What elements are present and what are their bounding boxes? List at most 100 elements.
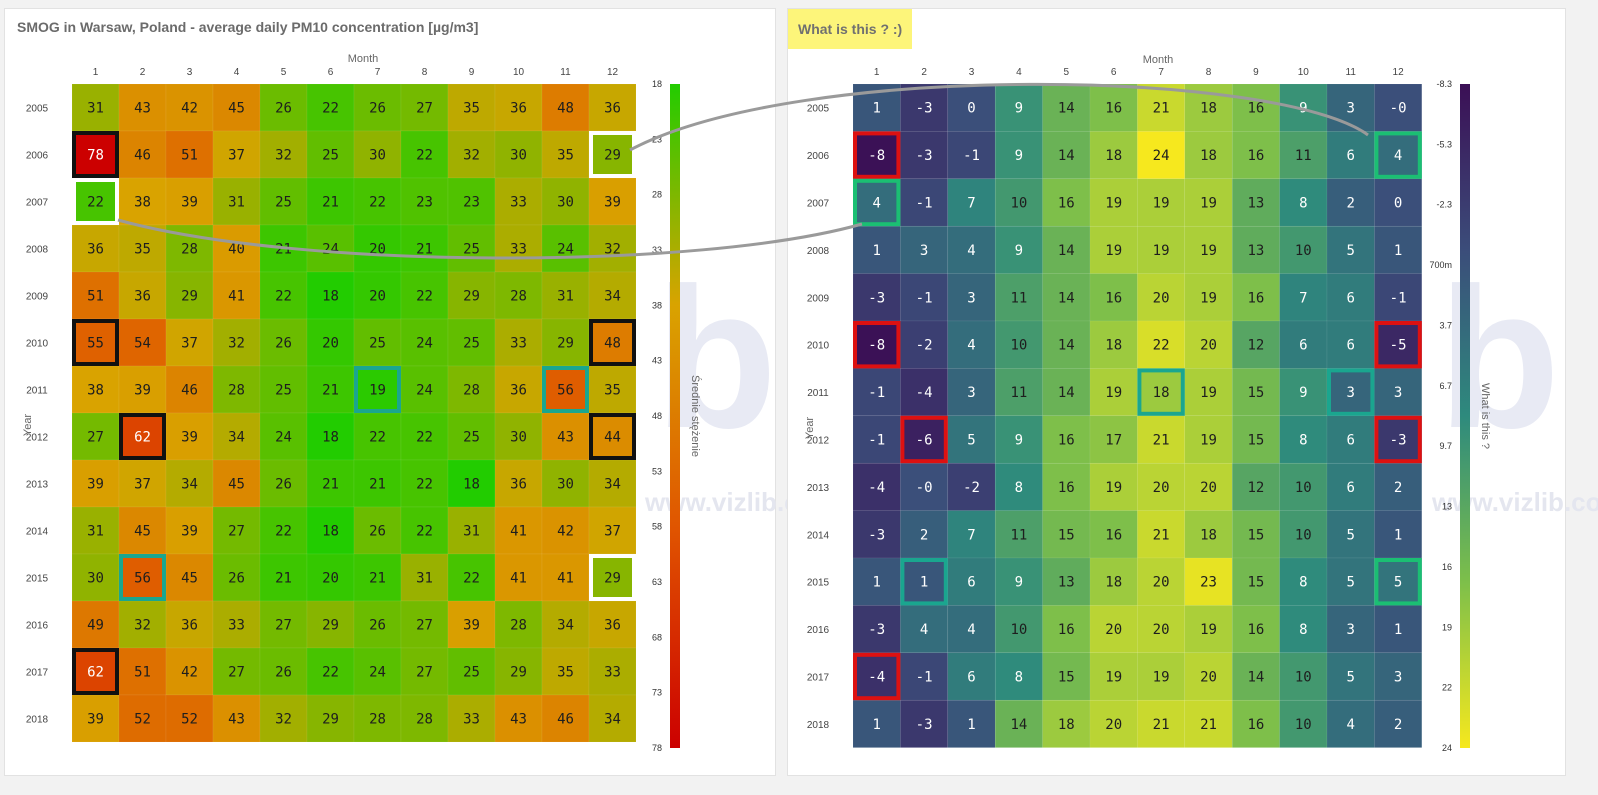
cell-value: 29 [604,571,621,587]
heatmap-cell [900,368,949,417]
cell-value: 0 [967,101,975,117]
cell-value: 25 [369,336,386,352]
heatmap-cell [71,647,120,696]
cell-value: 28 [416,712,433,728]
cell-value: 14 [1058,101,1075,117]
cell-value: 23 [463,195,480,211]
heatmap-cell [1137,699,1186,748]
cell-value: 19 [1200,243,1217,259]
cell-value: -4 [868,670,885,686]
cell-value: 24 [369,665,386,681]
heatmap-cell [494,318,543,367]
cell-value: 31 [416,571,433,587]
month-tick: 6 [1111,67,1117,78]
heatmap-cell [1137,462,1186,511]
heatmap-cell [447,224,496,273]
heatmap-cell [947,652,996,701]
heatmap-cell [494,694,543,743]
heatmap-cell [900,605,949,654]
cell-value: 1 [872,101,880,117]
cell-value: 2 [1394,480,1402,496]
heatmap-cell [994,415,1043,464]
cell-value: 19 [1200,196,1217,212]
connector-arc-top [629,82,1369,152]
legend-tick: 48 [652,411,662,421]
cell-value: 7 [967,527,975,543]
cell-value: 4 [1394,148,1402,164]
highlight-box [589,319,636,366]
heatmap-cell [212,130,261,179]
cell-value: 27 [275,618,292,634]
year-tick: 2014 [26,527,49,538]
cell-value: 16 [1247,148,1264,164]
cell-value: 21 [275,571,292,587]
month-tick: 4 [234,67,240,78]
year-tick: 2008 [807,246,830,257]
cell-value: 31 [87,101,104,117]
heatmap-cell [353,224,402,273]
cell-value: 24 [416,336,433,352]
cell-value: 20 [1153,290,1170,306]
heatmap-cell [1137,415,1186,464]
cell-value: 27 [228,524,245,540]
cell-value: 22 [322,665,339,681]
cell-value: 8 [1299,196,1307,212]
heatmap-cell [1374,462,1423,511]
heatmap-cell [306,130,355,179]
cell-value: 16 [1247,290,1264,306]
cell-value: 41 [557,571,574,587]
cell-value: 18 [1105,575,1122,591]
heatmap-cell [541,224,590,273]
cell-value: 40 [228,242,245,258]
heatmap-cell [1042,699,1091,748]
cell-value: 25 [463,665,480,681]
cell-value: 22 [416,148,433,164]
cell-value: 21 [1200,717,1217,733]
cell-value: 39 [181,524,198,540]
cell-value: 1 [967,717,975,733]
cell-value: 18 [322,524,339,540]
legend-tick: 28 [652,190,662,200]
heatmap-cell [1184,225,1233,274]
cell-value: -3 [868,290,885,306]
heatmap-cell [400,177,449,226]
cell-value: 26 [275,477,292,493]
heatmap-cell [212,318,261,367]
heatmap-cell [353,83,402,132]
heatmap-cell [588,459,637,508]
cell-value: 33 [604,665,621,681]
heatmap-cell [1279,368,1328,417]
heatmap-cell [494,506,543,555]
month-tick: 8 [422,67,428,78]
cell-value: 32 [604,242,621,258]
month-tick: 8 [1206,67,1212,78]
cell-value: 1 [872,717,880,733]
year-tick: 2012 [807,436,830,447]
cell-value: 1 [872,243,880,259]
heatmap-cell [994,131,1043,180]
heatmap-cell [1279,225,1328,274]
heatmap-cell [947,510,996,559]
cell-value: 0 [1394,196,1402,212]
cell-value: 20 [1105,717,1122,733]
legend-tick: 19 [1442,622,1452,632]
cell-value: 21 [1153,101,1170,117]
cell-value: 37 [181,336,198,352]
cell-value: 14 [1058,338,1075,354]
heatmap-cell [165,647,214,696]
cell-value: 4 [967,338,975,354]
year-tick: 2011 [807,388,829,399]
heatmap-cell [1279,415,1328,464]
cell-value: 32 [463,148,480,164]
month-tick: 3 [187,67,193,78]
cell-value: 26 [369,101,386,117]
cell-value: 16 [1058,622,1075,638]
cell-value: 39 [87,477,104,493]
heatmap-cell [1279,699,1328,748]
heatmap-cell [947,699,996,748]
heatmap-cell [947,462,996,511]
heatmap-cell [588,83,637,132]
month-tick: 7 [1158,67,1164,78]
cell-value: 9 [1015,575,1023,591]
heatmap-cell [588,506,637,555]
